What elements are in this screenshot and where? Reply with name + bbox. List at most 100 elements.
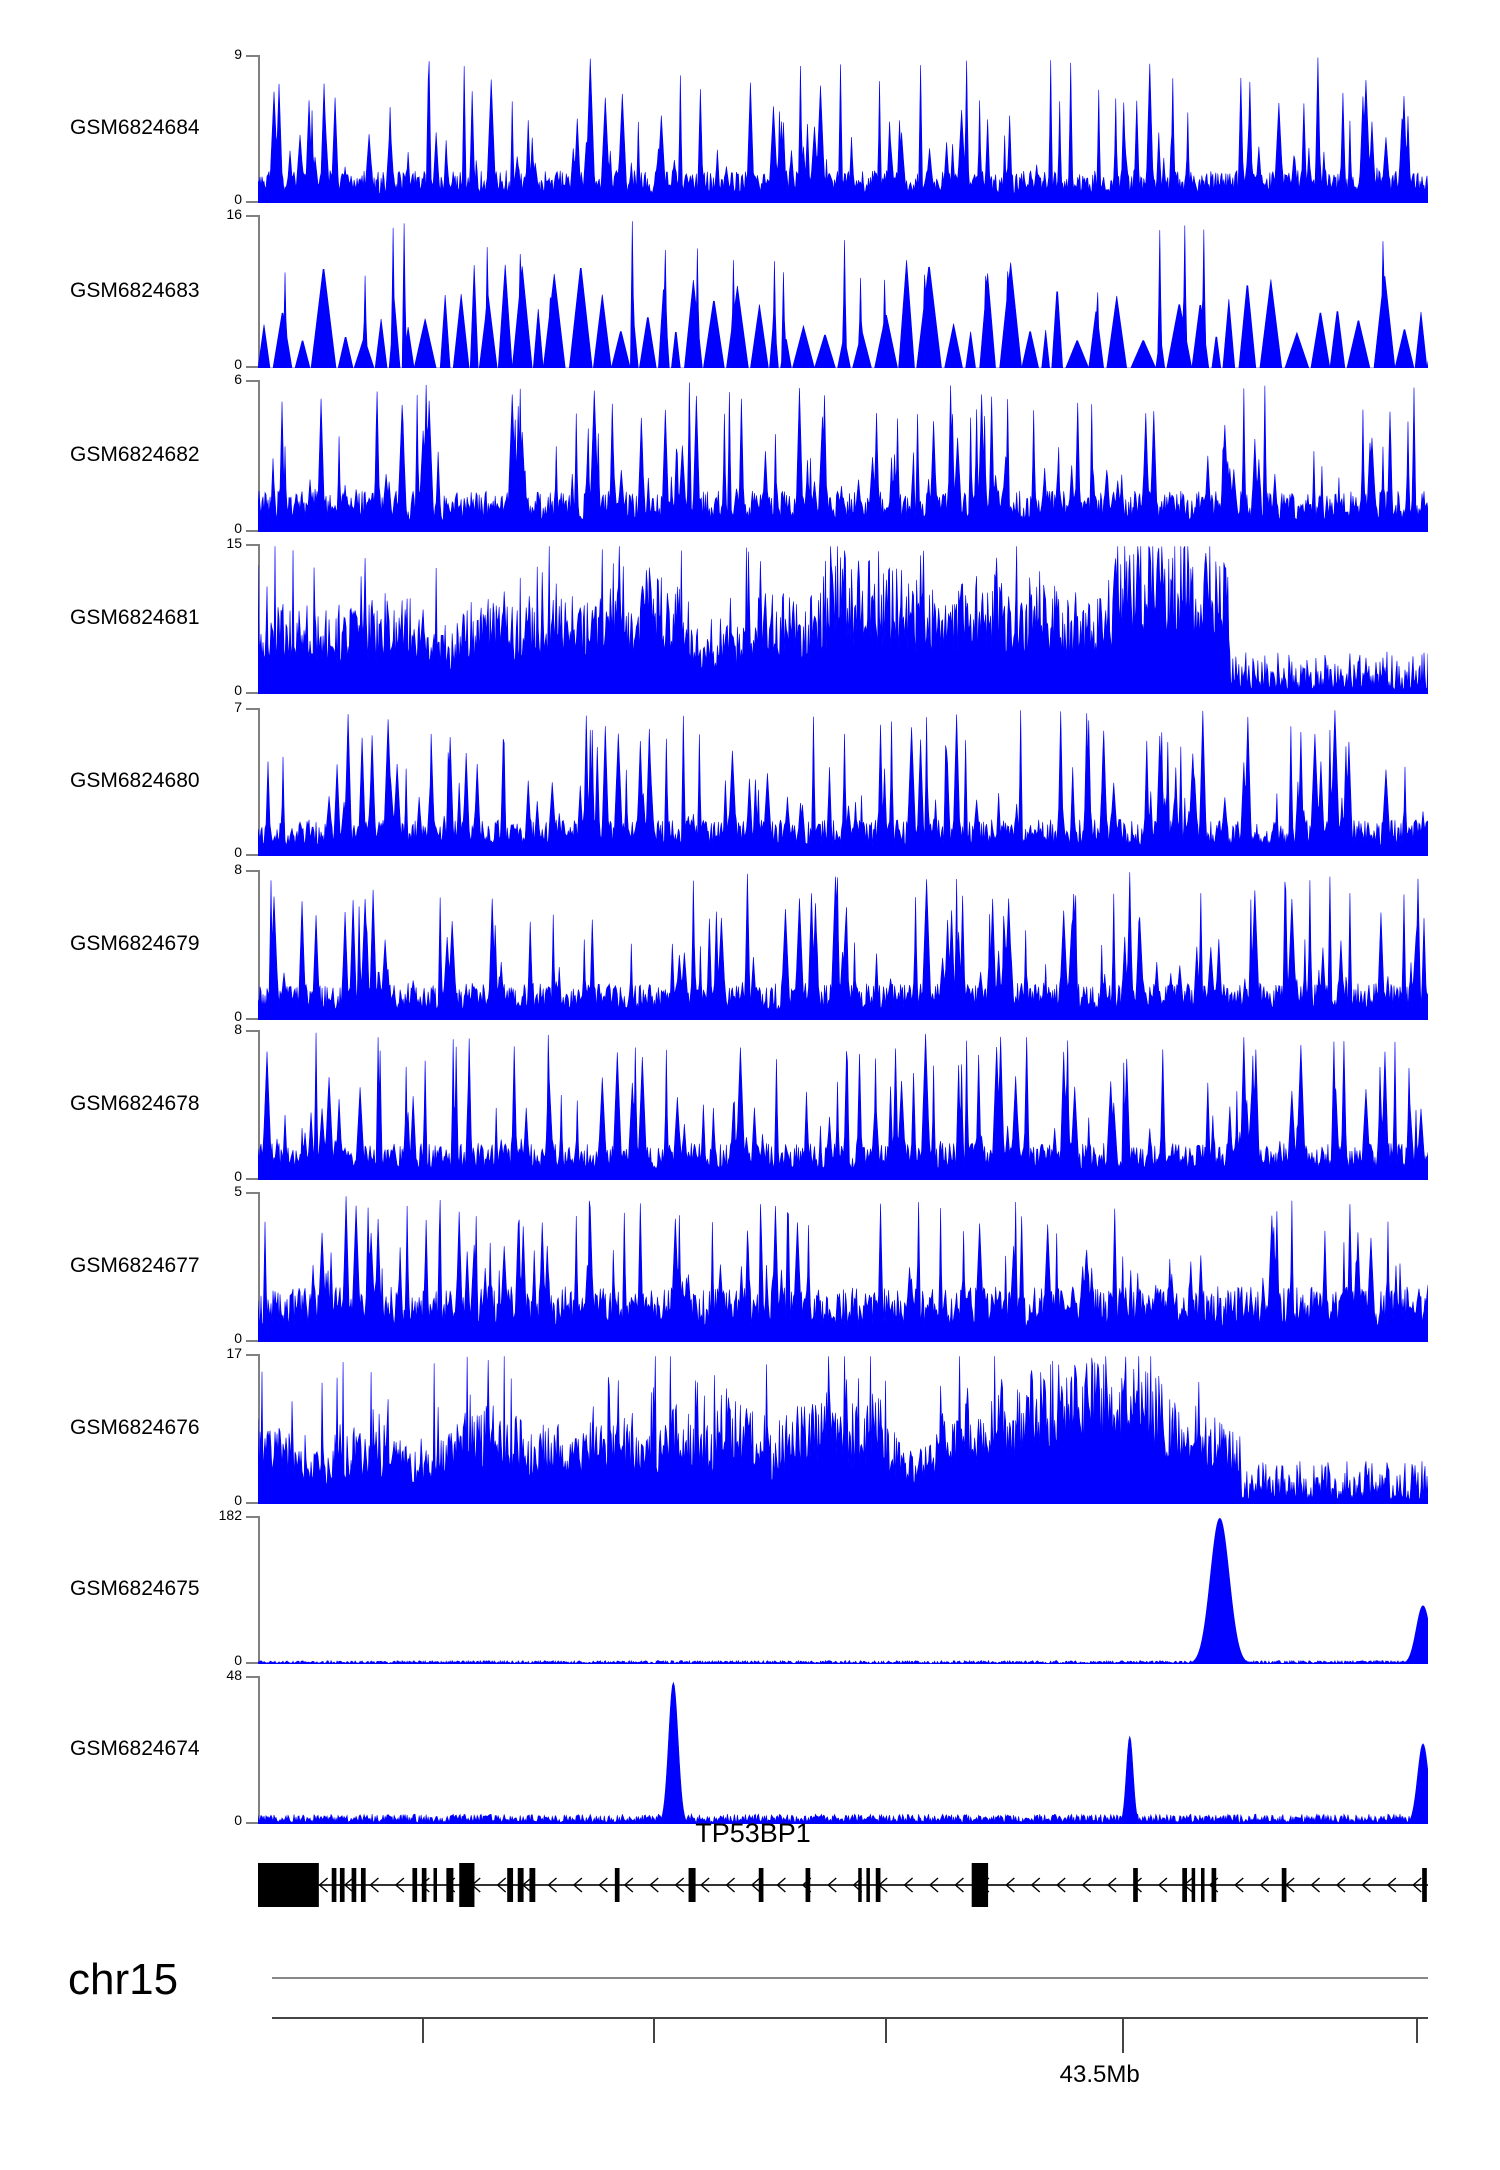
axis-tick-min [246, 1178, 260, 1180]
axis-max-label: 17 [226, 1345, 242, 1361]
track-label-gsm6824676: GSM6824676 [70, 1416, 200, 1439]
track-plot-area [258, 870, 1428, 1020]
axis-tick-min [246, 1340, 260, 1342]
gene-name-text: TP53BP1 [695, 1818, 811, 1848]
axis-tick-min [246, 1822, 260, 1824]
axis-tick-max [246, 380, 260, 382]
signal-track: GSM6824682 6 0 [0, 372, 1500, 536]
axis-max-label: 9 [234, 46, 242, 62]
axis-max-label: 182 [218, 1507, 242, 1523]
axis-max-label: 48 [226, 1667, 242, 1683]
axis-tick-max [246, 1030, 260, 1032]
axis-min-label: 0 [234, 356, 242, 372]
signal-track: GSM6824676 17 0 [0, 1346, 1500, 1508]
track-axis-line [258, 1516, 260, 1664]
ruler-minor-tick [1121, 2017, 1124, 2053]
track-axis-line [258, 870, 260, 1020]
ruler-minor-tick [653, 2017, 656, 2043]
axis-min-label: 0 [234, 1492, 242, 1508]
axis-tick-max [246, 1516, 260, 1518]
track-label-gsm6824678: GSM6824678 [70, 1092, 200, 1115]
signal-track: GSM6824684 9 0 [0, 47, 1500, 207]
track-label-gsm6824679: GSM6824679 [70, 932, 200, 955]
axis-tick-min [246, 854, 260, 856]
track-signal-svg [258, 546, 1428, 694]
signal-track: GSM6824680 7 0 [0, 700, 1500, 860]
signal-track: GSM6824679 8 0 [0, 862, 1500, 1024]
track-plot-area [258, 708, 1428, 856]
track-plot-area [258, 1676, 1428, 1824]
track-axis-line [258, 1030, 260, 1180]
ruler-minor-tick [1416, 2017, 1419, 2043]
axis-min-label: 0 [234, 682, 242, 698]
axis-max-label: 8 [234, 1021, 242, 1037]
axis-min-label: 0 [234, 520, 242, 536]
axis-min-label: 0 [234, 1008, 242, 1024]
gene-model-track [258, 1855, 1428, 1915]
track-axis-line [258, 1676, 260, 1824]
axis-tick-min [246, 201, 260, 203]
gene-model-svg [258, 1863, 1428, 1907]
axis-min-label: 0 [234, 844, 242, 860]
ruler-minor-tick [422, 2017, 425, 2043]
track-label-gsm6824684: GSM6824684 [70, 116, 200, 139]
track-signal-svg [258, 382, 1428, 532]
signal-track: GSM6824683 16 0 [0, 207, 1500, 372]
track-label-gsm6824681: GSM6824681 [70, 606, 200, 629]
track-label-gsm6824675: GSM6824675 [70, 1577, 200, 1600]
track-signal-svg [258, 1517, 1428, 1664]
axis-tick-min [246, 530, 260, 532]
signal-track: GSM6824678 8 0 [0, 1022, 1500, 1184]
signal-track: GSM6824674 48 0 [0, 1668, 1500, 1827]
ruler-top-rule [272, 1977, 1428, 1979]
track-label-gsm6824683: GSM6824683 [70, 279, 200, 302]
axis-tick-max [246, 1192, 260, 1194]
axis-tick-max [246, 544, 260, 546]
track-plot-area [258, 1192, 1428, 1342]
track-axis-line [258, 708, 260, 856]
axis-tick-max [246, 708, 260, 710]
track-signal-svg [258, 1681, 1428, 1824]
axis-max-label: 16 [226, 206, 242, 222]
track-plot-area [258, 380, 1428, 532]
track-signal-svg [258, 1032, 1428, 1180]
axis-max-label: 6 [234, 371, 242, 387]
axis-max-label: 5 [234, 1183, 242, 1199]
signal-track: GSM6824675 182 0 [0, 1508, 1500, 1668]
track-label-gsm6824682: GSM6824682 [70, 443, 200, 466]
signal-track: GSM6824677 5 0 [0, 1184, 1500, 1345]
axis-tick-min [246, 1502, 260, 1504]
track-axis-line [258, 1354, 260, 1504]
track-signal-svg [258, 57, 1428, 203]
axis-tick-min [246, 1018, 260, 1020]
axis-tick-max [246, 215, 260, 217]
axis-max-label: 15 [226, 535, 242, 551]
track-label-gsm6824680: GSM6824680 [70, 769, 200, 792]
track-plot-area [258, 55, 1428, 203]
track-axis-line [258, 215, 260, 368]
track-axis-line [258, 380, 260, 532]
track-label-gsm6824674: GSM6824674 [70, 1737, 200, 1760]
axis-tick-min [246, 366, 260, 368]
ruler-tick-label: 43.5Mb [1059, 2061, 1140, 2088]
track-axis-line [258, 55, 260, 203]
track-plot-area [258, 215, 1428, 368]
axis-min-label: 0 [234, 191, 242, 207]
track-plot-area [258, 1516, 1428, 1664]
axis-tick-min [246, 1662, 260, 1664]
axis-min-label: 0 [234, 1168, 242, 1184]
axis-tick-min [246, 692, 260, 694]
chromosome-label: chr15 [68, 1955, 179, 2004]
ruler-minor-tick [884, 2017, 887, 2043]
track-signal-svg [258, 1356, 1428, 1504]
axis-tick-max [246, 1354, 260, 1356]
track-signal-svg [258, 710, 1428, 856]
track-plot-area [258, 1030, 1428, 1180]
track-plot-area [258, 544, 1428, 694]
gene-name-label: TP53BP1 [258, 1818, 1428, 1849]
signal-track: GSM6824681 15 0 [0, 536, 1500, 698]
axis-min-label: 0 [234, 1652, 242, 1668]
track-plot-area [258, 1354, 1428, 1504]
axis-max-label: 8 [234, 861, 242, 877]
